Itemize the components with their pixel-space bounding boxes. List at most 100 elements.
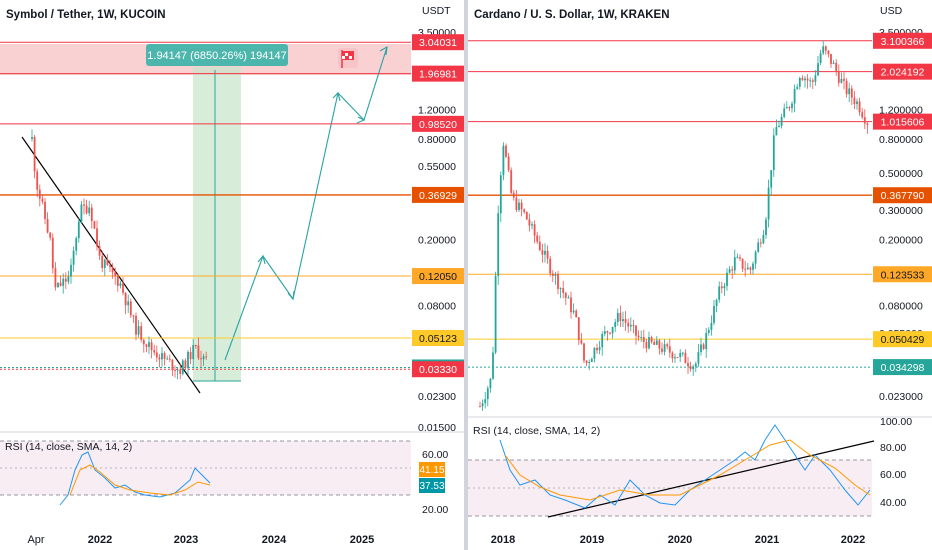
left-level-badge-bg bbox=[412, 330, 464, 347]
right-candle bbox=[845, 80, 848, 95]
right-candle bbox=[702, 344, 705, 350]
left-candle bbox=[200, 358, 202, 360]
left-rsi-badge-bg bbox=[419, 462, 445, 477]
right-candle bbox=[533, 224, 536, 236]
right-candle bbox=[523, 209, 526, 213]
right-candle bbox=[624, 319, 627, 323]
right-candle bbox=[707, 330, 710, 333]
right-candle bbox=[692, 366, 695, 370]
right-candle bbox=[749, 267, 752, 270]
candles bbox=[31, 40, 869, 411]
right-candle bbox=[486, 388, 489, 400]
right-candle bbox=[863, 117, 866, 124]
left-candle bbox=[57, 282, 59, 288]
left-projection-path[interactable] bbox=[224, 46, 388, 361]
left-candle bbox=[150, 342, 153, 351]
left-candle bbox=[64, 278, 67, 282]
left-candle bbox=[148, 342, 150, 347]
right-level-badge: 0.050429 bbox=[881, 334, 925, 346]
left-rsi-line bbox=[59, 451, 211, 506]
left-measure-label-bg bbox=[146, 44, 288, 66]
right-candle bbox=[791, 103, 793, 109]
left-level-badge-bg bbox=[412, 65, 464, 82]
left-candle bbox=[67, 276, 70, 282]
left-candle bbox=[142, 339, 145, 345]
right-candle bbox=[515, 197, 518, 210]
projection-arrowhead-1 bbox=[257, 254, 266, 265]
left-candle bbox=[96, 228, 98, 247]
right-candle bbox=[778, 125, 780, 127]
right-candle bbox=[601, 334, 604, 348]
right-candle bbox=[629, 324, 632, 327]
right-candle bbox=[590, 358, 593, 362]
left-axis-tick: 0.08000 bbox=[418, 301, 456, 313]
right-axis-tick: 0.200000 bbox=[879, 234, 923, 246]
right-candle bbox=[827, 50, 830, 55]
right-candle bbox=[806, 78, 809, 81]
right-rsi-tick: 80.00 bbox=[880, 442, 906, 454]
left-candle bbox=[127, 301, 130, 306]
right-candle bbox=[856, 101, 858, 105]
right-level-badge: 0.367790 bbox=[881, 190, 925, 202]
projection-arrowhead-4 bbox=[356, 116, 366, 124]
left-rsi-label: RSI (14, close, SMA, 14, 2) bbox=[5, 441, 132, 453]
left-rsi-badge: 41.15 bbox=[419, 465, 444, 476]
left-candle bbox=[59, 282, 62, 286]
left-rsi-tick: 20.00 bbox=[422, 504, 448, 516]
left-level-badge: 1.96981 bbox=[419, 69, 457, 81]
right-candle bbox=[824, 46, 827, 51]
right-candle bbox=[840, 78, 843, 83]
right-candle bbox=[785, 107, 788, 109]
left-rsi-lines bbox=[59, 451, 211, 506]
left-level-badge: 0.36929 bbox=[419, 190, 457, 202]
right-candle bbox=[572, 310, 575, 313]
right-candle bbox=[726, 272, 728, 287]
right-candle bbox=[637, 335, 640, 338]
right-candle bbox=[697, 351, 700, 364]
left-level-badge-bg bbox=[412, 34, 464, 51]
right-candle bbox=[817, 63, 819, 76]
left-trendline[interactable] bbox=[21, 136, 201, 394]
right-candle bbox=[783, 108, 786, 117]
left-level-badge-bg bbox=[412, 268, 464, 285]
left-candle bbox=[83, 204, 85, 206]
panel-divider[interactable] bbox=[464, 0, 468, 550]
left-candle bbox=[158, 357, 161, 360]
right-candle bbox=[559, 288, 562, 290]
left-candle bbox=[135, 315, 137, 335]
left-candle bbox=[31, 136, 33, 139]
right-candle bbox=[700, 344, 702, 352]
left-date-tick: 2023 bbox=[174, 534, 198, 546]
left-candle bbox=[119, 283, 122, 286]
right-candle bbox=[494, 275, 497, 353]
right-candle bbox=[715, 299, 718, 306]
right-candle bbox=[596, 347, 598, 351]
right-candle bbox=[668, 346, 671, 353]
left-candle bbox=[44, 201, 46, 219]
right-candle bbox=[661, 348, 663, 352]
right-candle bbox=[674, 357, 676, 359]
left-axis-tick: 0.55000 bbox=[418, 161, 456, 173]
right-candle bbox=[551, 273, 554, 276]
right-candle bbox=[723, 286, 726, 289]
right-level-badge-bg bbox=[873, 63, 932, 80]
right-candle bbox=[681, 352, 684, 354]
right-candle bbox=[497, 213, 500, 276]
right-candle bbox=[793, 88, 796, 104]
right-candle bbox=[611, 327, 614, 334]
left-axis-tick: 0.02300 bbox=[418, 391, 456, 403]
right-date-tick: 2019 bbox=[580, 534, 604, 546]
left-measure-box[interactable] bbox=[193, 67, 241, 381]
left-candle bbox=[33, 136, 36, 172]
projection-arrowhead-3 bbox=[379, 45, 388, 56]
left-level-badge: 0.05123 bbox=[419, 333, 457, 345]
left-date-tick: 2022 bbox=[88, 534, 112, 546]
right-level-badge: 0.034298 bbox=[881, 362, 925, 374]
right-candle bbox=[507, 156, 510, 171]
right-candle bbox=[577, 317, 580, 341]
right-candle bbox=[484, 399, 487, 404]
right-rsi-tick: 100.00 bbox=[880, 416, 912, 428]
left-candle bbox=[109, 265, 111, 267]
left-level-badge-bg bbox=[412, 115, 464, 132]
